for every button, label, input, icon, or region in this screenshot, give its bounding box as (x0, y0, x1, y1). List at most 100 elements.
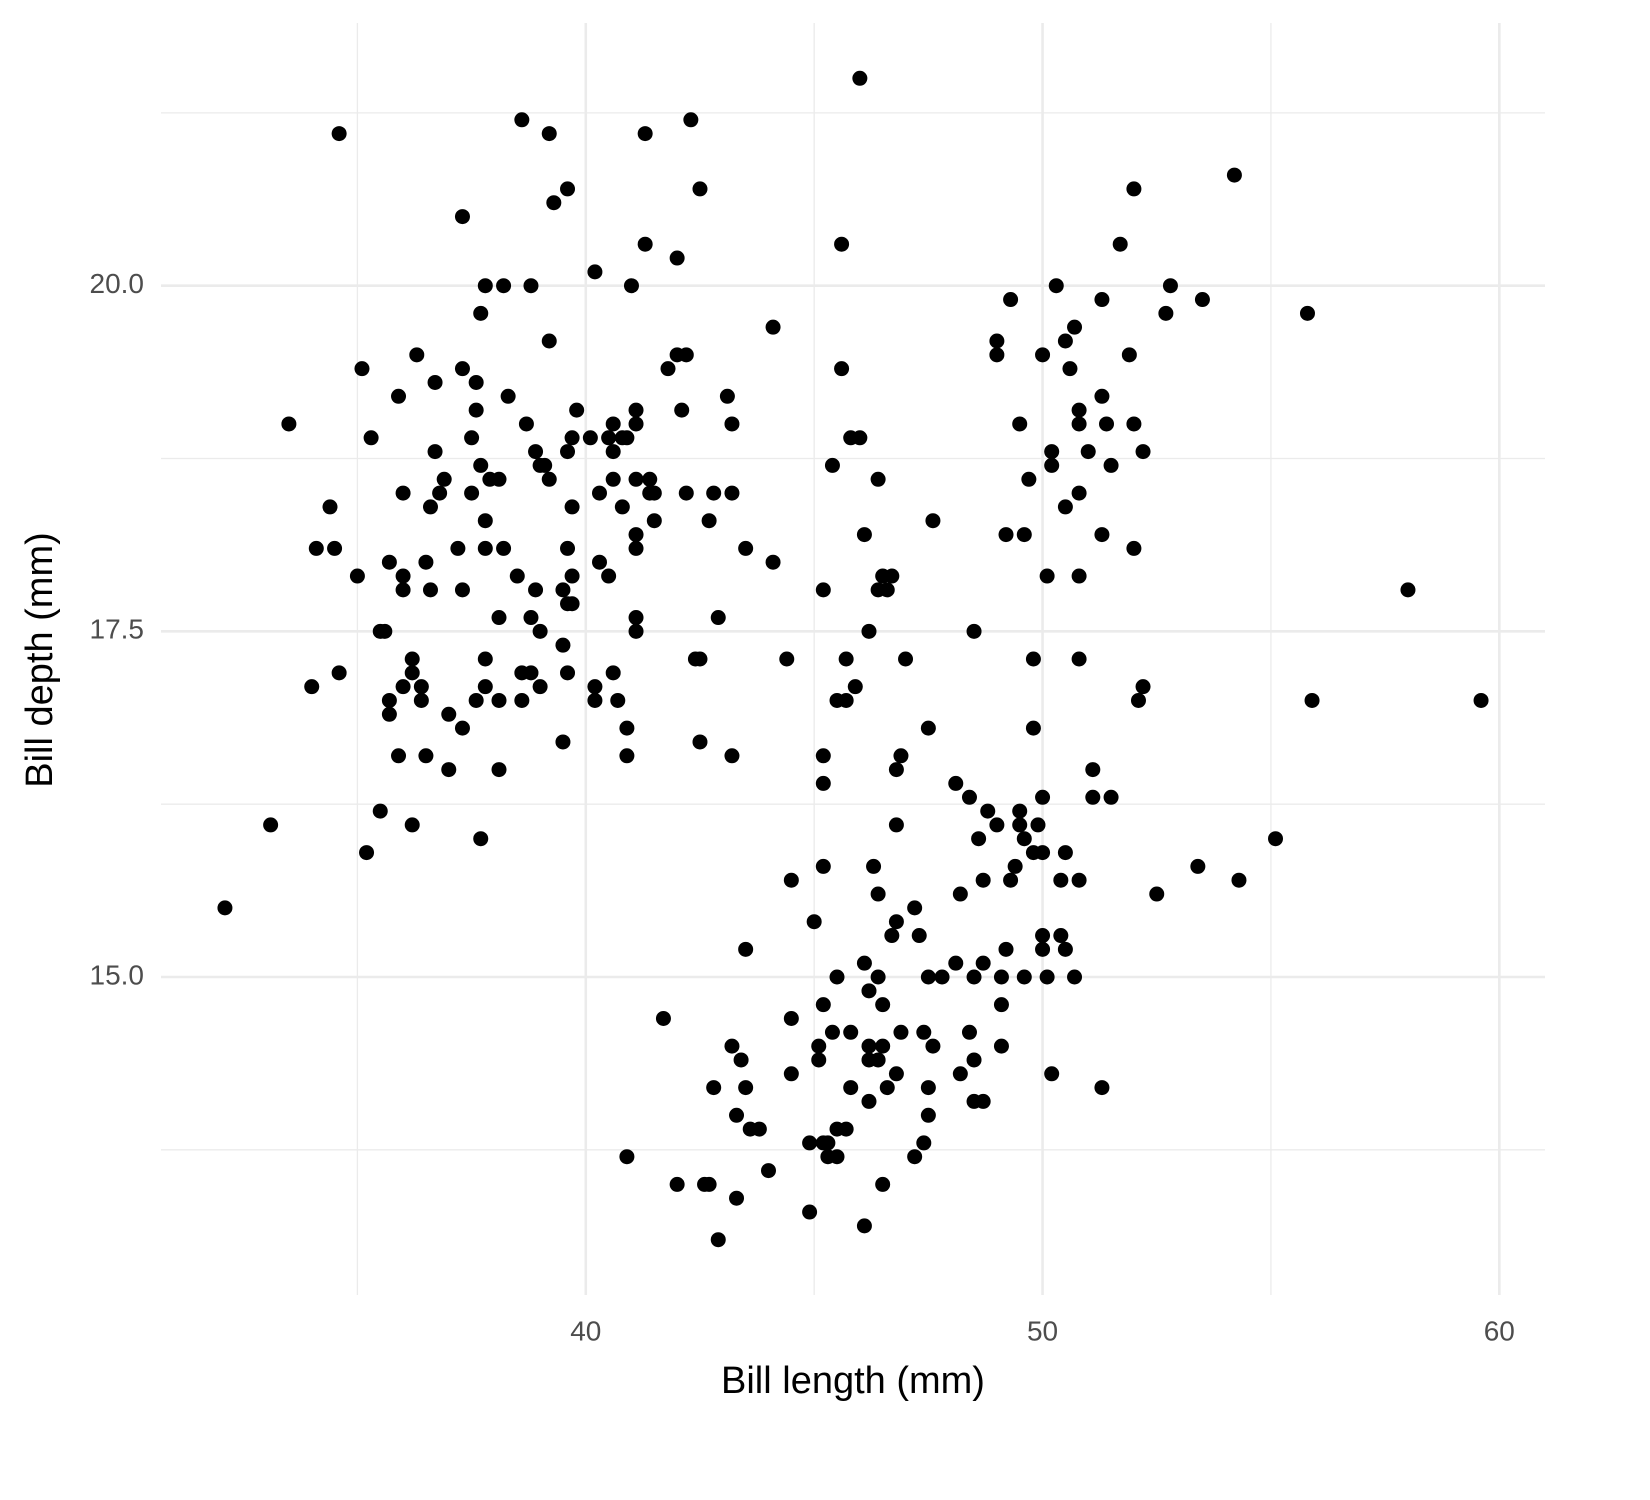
point (1094, 292, 1110, 308)
point (856, 955, 872, 971)
point (1071, 402, 1087, 418)
point (980, 803, 996, 819)
point (1149, 886, 1165, 902)
y-tick-label: 15.0 (90, 959, 145, 990)
point (701, 513, 717, 529)
point (619, 720, 635, 736)
point (916, 1135, 932, 1151)
point (514, 692, 530, 708)
point (628, 540, 644, 556)
point (391, 748, 407, 764)
point (381, 554, 397, 570)
point (1304, 692, 1320, 708)
point (1094, 527, 1110, 543)
point (642, 471, 658, 487)
point (441, 706, 457, 722)
point (1021, 471, 1037, 487)
point (263, 817, 279, 833)
point (993, 969, 1009, 985)
point (619, 1149, 635, 1165)
point (884, 928, 900, 944)
point (893, 1024, 909, 1040)
point (1071, 568, 1087, 584)
point (395, 679, 411, 695)
point (1053, 928, 1069, 944)
point (719, 388, 735, 404)
point (404, 665, 420, 681)
point (655, 1010, 671, 1026)
point (760, 1163, 776, 1179)
point (555, 637, 571, 653)
point (934, 969, 950, 985)
point (610, 692, 626, 708)
point (628, 402, 644, 418)
point (852, 430, 868, 446)
point (418, 748, 434, 764)
point (856, 527, 872, 543)
point (1099, 416, 1115, 432)
point (409, 347, 425, 363)
point (975, 872, 991, 888)
point (765, 319, 781, 335)
point (1057, 499, 1073, 515)
point (1103, 789, 1119, 805)
point (564, 430, 580, 446)
point (454, 582, 470, 598)
point (710, 610, 726, 626)
point (783, 872, 799, 888)
point (961, 789, 977, 805)
point (815, 858, 831, 874)
point (1094, 1080, 1110, 1096)
point (861, 1038, 877, 1054)
point (1268, 831, 1284, 847)
point (920, 1107, 936, 1123)
point (564, 568, 580, 584)
point (1025, 720, 1041, 736)
point (454, 361, 470, 377)
point (614, 499, 630, 515)
y-axis-title: Bill depth (mm) (19, 532, 61, 788)
point (1039, 969, 1055, 985)
point (802, 1135, 818, 1151)
point (966, 969, 982, 985)
point (729, 1190, 745, 1206)
point (537, 457, 553, 473)
point (532, 679, 548, 695)
y-tick-label: 17.5 (90, 614, 145, 645)
point (1071, 651, 1087, 667)
point (1162, 278, 1178, 294)
point (802, 1204, 818, 1220)
point (989, 817, 1005, 833)
point (308, 540, 324, 556)
point (866, 858, 882, 874)
point (952, 886, 968, 902)
point (564, 499, 580, 515)
point (1025, 651, 1041, 667)
point (961, 1024, 977, 1040)
point (765, 554, 781, 570)
point (678, 485, 694, 501)
point (847, 679, 863, 695)
point (989, 333, 1005, 349)
point (587, 264, 603, 280)
point (738, 1080, 754, 1096)
point (724, 416, 740, 432)
point (591, 554, 607, 570)
point (1012, 817, 1028, 833)
point (1126, 540, 1142, 556)
point (1299, 305, 1315, 321)
point (601, 430, 617, 446)
point (331, 665, 347, 681)
point (518, 416, 534, 432)
point (669, 1176, 685, 1192)
point (975, 1093, 991, 1109)
point (1194, 292, 1210, 308)
point (834, 361, 850, 377)
point (477, 513, 493, 529)
point (829, 969, 845, 985)
point (1135, 679, 1151, 695)
point (623, 278, 639, 294)
x-tick-label: 50 (1027, 1315, 1058, 1346)
point (678, 347, 694, 363)
point (404, 651, 420, 667)
